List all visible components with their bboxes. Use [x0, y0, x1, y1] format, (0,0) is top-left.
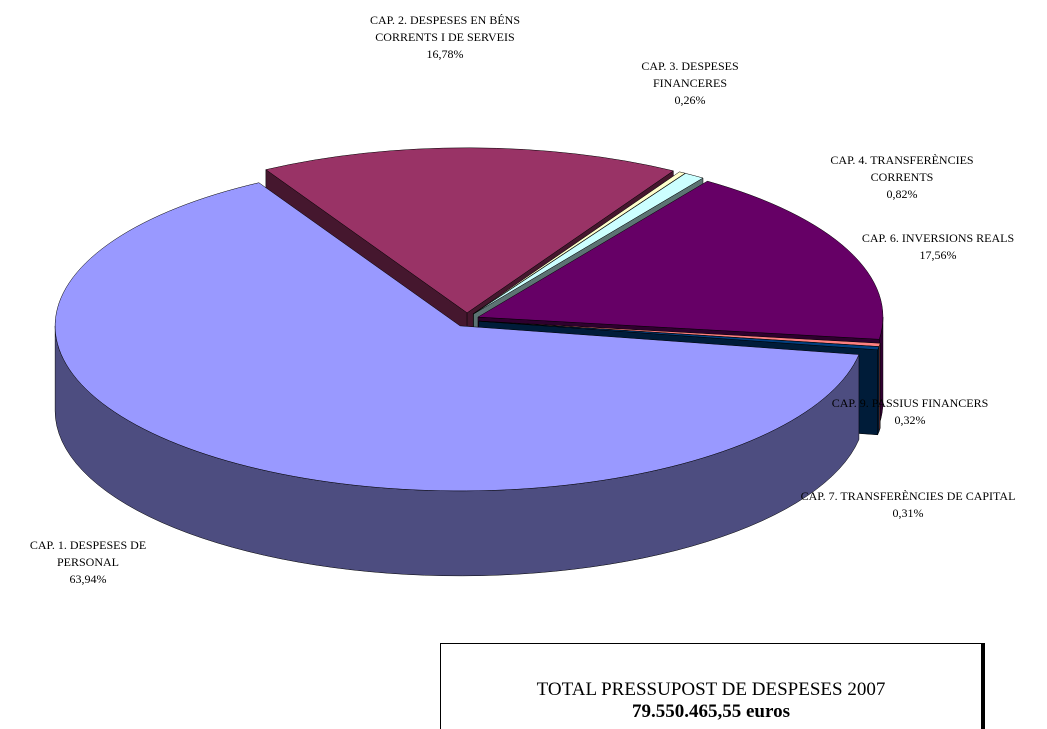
slice-name: CAP. 3. DESPESES FINANCERES [641, 59, 739, 90]
slice-name: CAP. 1. DESPESES DE PERSONAL [29, 538, 147, 569]
slice-label: CAP. 9. PASSIUS FINANCERS 0,32% [795, 395, 1025, 429]
slice-value-label: 0,26% [674, 93, 706, 107]
slice [473, 173, 704, 315]
slice-value-label: 17,56% [919, 248, 957, 262]
total-box: TOTAL PRESSUPOST DE DESPESES 2007 79.550… [440, 643, 985, 729]
total-amount: 79.550.465,55 euros [632, 701, 790, 722]
slice-label: CAP. 1. DESPESES DE PERSONAL 63,94% [3, 537, 173, 588]
slice-label: CAP. 2. DESPESES EN BÉNS CORRENTS I DE S… [340, 12, 550, 63]
slice-value-label: 0,32% [894, 413, 926, 427]
slice [478, 320, 880, 351]
slice-name: CAP. 6. INVERSIONS REALS [861, 231, 1015, 245]
slice-value-label: 63,94% [69, 572, 107, 586]
slice-value-label: 0,82% [886, 187, 918, 201]
slice [477, 180, 884, 340]
slice-label: CAP. 4. TRANSFERÈNCIES CORRENTS 0,82% [802, 152, 1002, 203]
slice-name: CAP. 7. TRANSFERÈNCIES DE CAPITAL [800, 489, 1016, 503]
slice-value-label: 0,31% [892, 506, 924, 520]
slice-label: CAP. 6. INVERSIONS REALS 17,56% [823, 230, 1047, 264]
total-title: TOTAL PRESSUPOST DE DESPESES 2007 [536, 679, 886, 700]
slice [54, 182, 860, 492]
slice [265, 147, 674, 314]
slice-name: CAP. 2. DESPESES EN BÉNS CORRENTS I DE S… [369, 13, 521, 44]
slice-name: CAP. 9. PASSIUS FINANCERS [831, 396, 989, 410]
slice-name: CAP. 4. TRANSFERÈNCIES CORRENTS [830, 153, 974, 184]
slice-label: CAP. 7. TRANSFERÈNCIES DE CAPITAL 0,31% [788, 488, 1028, 522]
slice-value-label: 16,78% [426, 47, 464, 61]
slice-label: CAP. 3. DESPESES FINANCERES 0,26% [615, 58, 765, 109]
slice [473, 171, 686, 315]
